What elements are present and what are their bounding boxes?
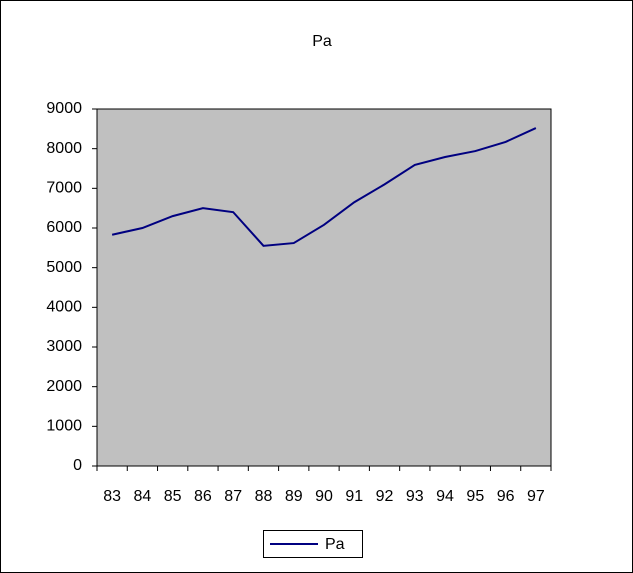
y-tick-label: 1000 bbox=[46, 418, 82, 435]
x-tick-label: 86 bbox=[194, 488, 212, 505]
x-tick-label: 83 bbox=[103, 488, 121, 505]
y-tick-label: 3000 bbox=[46, 338, 82, 355]
y-tick-label: 5000 bbox=[46, 259, 82, 276]
y-tick-label: 0 bbox=[73, 457, 82, 474]
x-tick-label: 90 bbox=[315, 488, 333, 505]
data-line bbox=[111, 127, 537, 247]
x-tick-label: 96 bbox=[497, 488, 515, 505]
y-tick-label: 4000 bbox=[46, 299, 82, 316]
y-tick-label: 2000 bbox=[46, 378, 82, 395]
x-tick-label: 94 bbox=[436, 488, 454, 505]
chart-title: Pa bbox=[312, 33, 332, 50]
y-tick-label: 8000 bbox=[46, 140, 82, 157]
plot-area bbox=[96, 108, 552, 467]
x-tick-label: 84 bbox=[134, 488, 152, 505]
legend-label: Pa bbox=[325, 536, 345, 553]
x-tick-label: 93 bbox=[406, 488, 424, 505]
x-tick-label: 92 bbox=[376, 488, 394, 505]
y-tick-label: 9000 bbox=[46, 100, 82, 117]
x-tick-label: 87 bbox=[224, 488, 242, 505]
x-tick-label: 91 bbox=[345, 488, 363, 505]
x-tick-label: 85 bbox=[164, 488, 182, 505]
x-tick-label: 97 bbox=[527, 488, 545, 505]
x-tick-label: 89 bbox=[285, 488, 303, 505]
y-tick-label: 6000 bbox=[46, 219, 82, 236]
y-tick-label: 7000 bbox=[46, 180, 82, 197]
x-tick-label: 88 bbox=[255, 488, 273, 505]
x-tick-label: 95 bbox=[466, 488, 484, 505]
